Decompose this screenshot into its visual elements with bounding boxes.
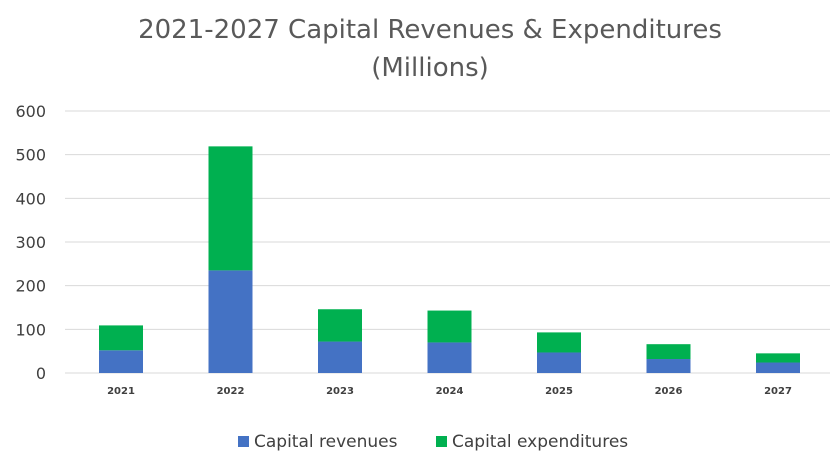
bar-capital-expenditures-2027	[756, 353, 800, 363]
bar-capital-expenditures-2022	[208, 146, 253, 271]
gridlines	[65, 110, 830, 374]
bar-capital-revenues-2024	[427, 342, 472, 373]
x-tick-label: 2027	[764, 386, 792, 397]
legend-swatch-capital-expenditures	[436, 436, 447, 447]
y-tick-label: 300	[15, 233, 46, 252]
bar-capital-expenditures-2023	[318, 309, 362, 342]
legend-label-capital-expenditures: Capital expenditures	[452, 432, 628, 452]
bar-capital-revenues-2025	[537, 352, 581, 373]
chart-subtitle: (Millions)	[371, 53, 489, 83]
legend-swatch-capital-revenues	[238, 436, 249, 447]
y-tick-label: 400	[15, 189, 46, 208]
x-tick-label: 2021	[107, 386, 135, 397]
bar-capital-revenues-2023	[318, 341, 362, 373]
x-axis-tick-labels: 2021 2022 2023 2024 2025 2026 2027	[107, 386, 792, 397]
x-tick-label: 2026	[655, 386, 683, 397]
chart-title: 2021-2027 Capital Revenues & Expenditure…	[138, 15, 722, 45]
bar-capital-revenues-2022	[208, 270, 253, 373]
bar-capital-revenues-2021	[99, 350, 143, 373]
y-axis-tick-labels: 0 100 200 300 400 500 600	[15, 102, 46, 383]
x-tick-label: 2025	[545, 386, 573, 397]
x-tick-label: 2023	[326, 386, 354, 397]
bars	[99, 146, 800, 373]
y-tick-label: 600	[15, 102, 46, 121]
bar-capital-expenditures-2025	[537, 332, 581, 353]
x-tick-label: 2024	[436, 386, 464, 397]
x-tick-label: 2022	[217, 386, 245, 397]
y-tick-label: 500	[15, 146, 46, 165]
legend-label-capital-revenues: Capital revenues	[254, 432, 398, 452]
y-tick-label: 100	[15, 320, 46, 339]
y-tick-label: 200	[15, 277, 46, 296]
bar-capital-revenues-2027	[756, 362, 800, 373]
bar-capital-expenditures-2026	[646, 344, 691, 360]
bar-capital-revenues-2026	[646, 359, 691, 373]
bar-capital-expenditures-2024	[427, 310, 472, 343]
bar-capital-expenditures-2021	[99, 325, 143, 351]
legend: Capital revenues Capital expenditures	[238, 432, 628, 452]
y-tick-label: 0	[36, 364, 46, 383]
